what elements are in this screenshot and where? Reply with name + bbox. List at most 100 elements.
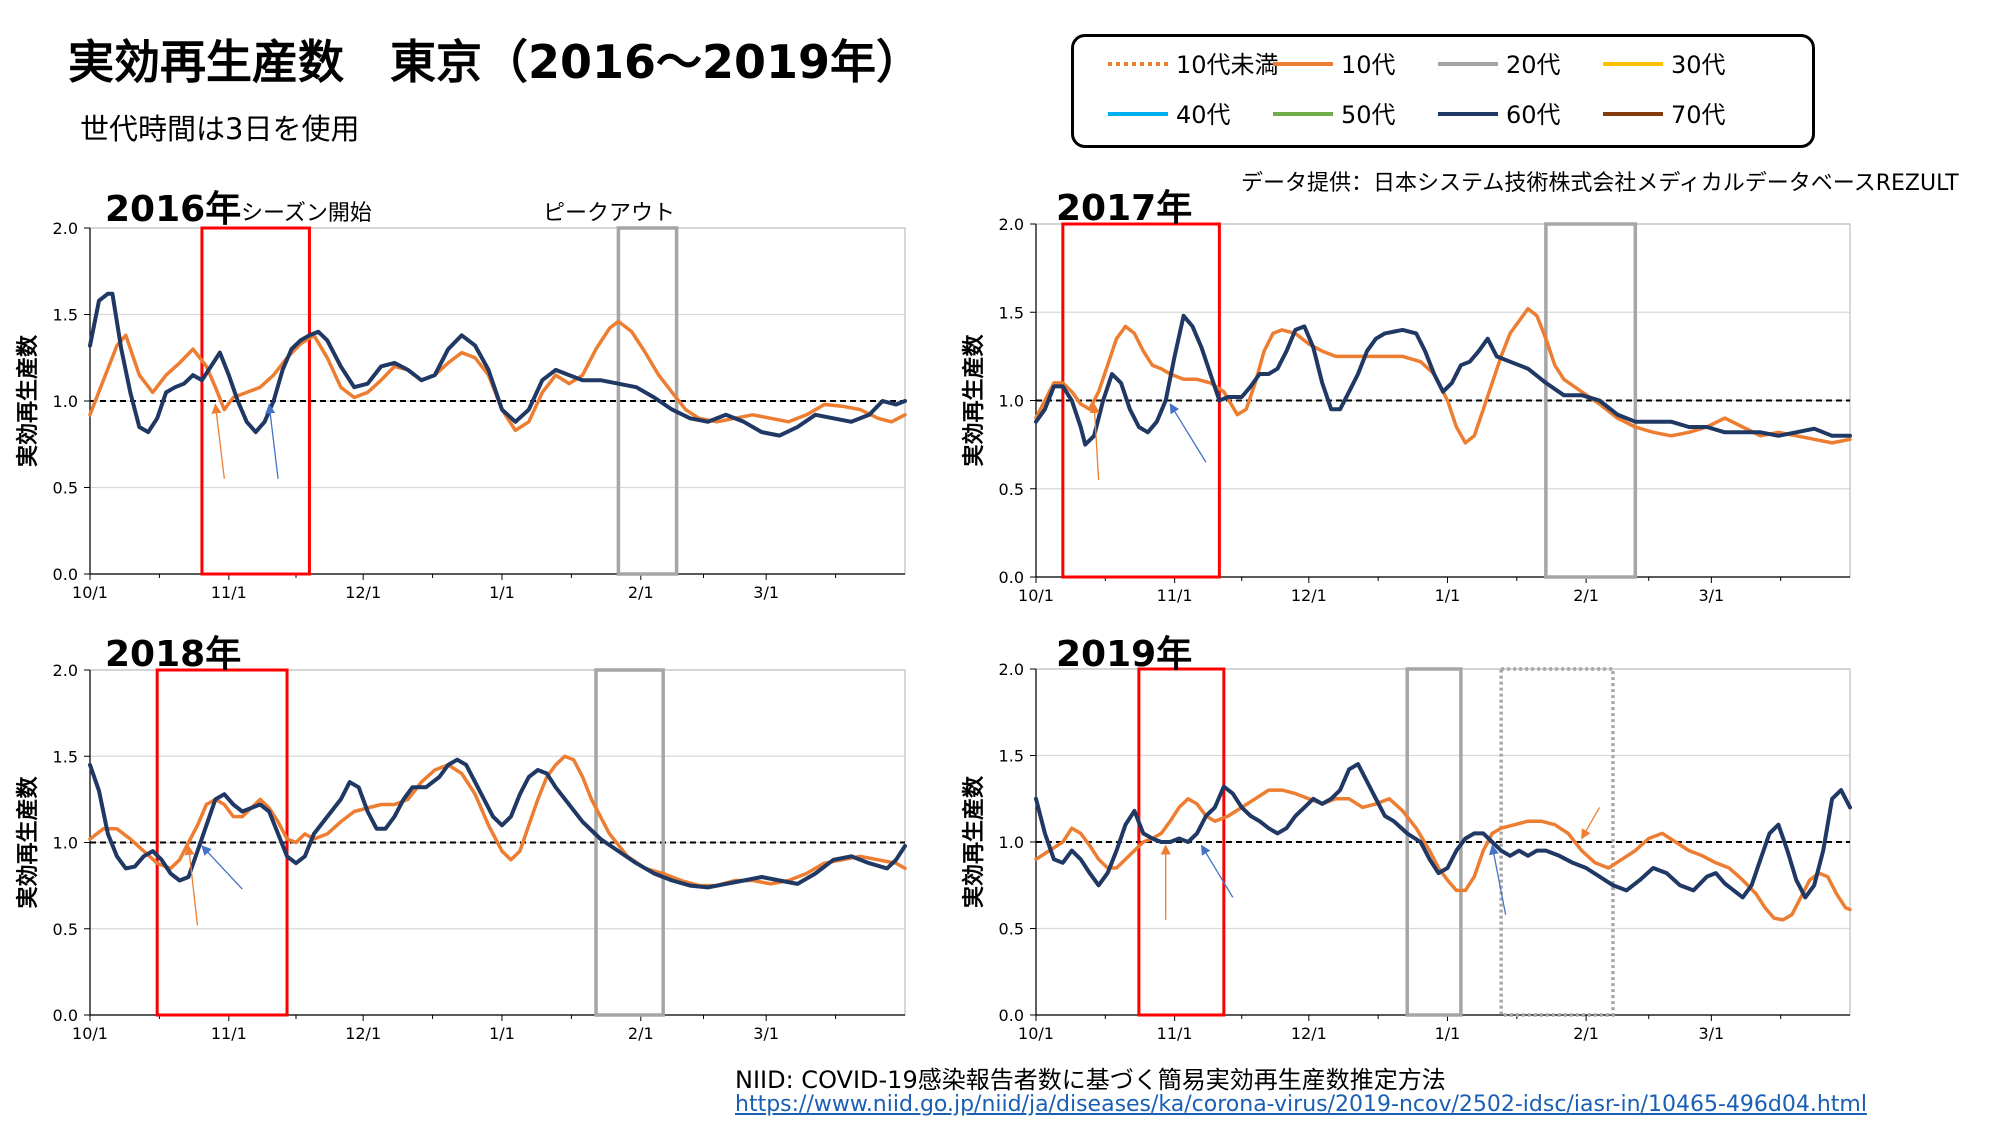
- peak-out-box: [1544, 222, 1638, 579]
- legend-item-6: 50代: [1273, 101, 1396, 129]
- arrow-blue: [201, 845, 243, 890]
- y-tick-label: 0.5: [999, 920, 1024, 939]
- peak-out-box: [616, 226, 679, 576]
- legend-label: 70代: [1671, 101, 1726, 129]
- series-line-sixties: [1034, 313, 1852, 447]
- series-line-sixties: [88, 291, 907, 438]
- x-tick-label: 10/1: [72, 1024, 108, 1043]
- legend-item-8: 70代: [1603, 101, 1726, 129]
- x-tick-label: 10/1: [1018, 586, 1054, 605]
- series-line-teens: [1034, 788, 1852, 922]
- y-tick-label: 0.5: [999, 480, 1024, 499]
- arrow-orange: [1089, 403, 1100, 480]
- y-tick-label: 1.0: [999, 833, 1024, 852]
- chart-title: 2016年: [105, 189, 241, 230]
- legend-label: 50代: [1341, 101, 1396, 129]
- y-tick-label: 2.0: [999, 215, 1024, 234]
- arrow-orange: [184, 844, 199, 926]
- legend-item-5: 40代: [1108, 101, 1231, 129]
- data-credit: データ提供：日本システム技術株式会社メディカルデータベースREZULT: [1241, 171, 1959, 196]
- legend-item-1: 10代未満: [1108, 51, 1279, 79]
- y-tick-label: 1.0: [53, 834, 78, 853]
- x-tick-label: 3/1: [1698, 1024, 1724, 1043]
- x-tick-label: 10/1: [1018, 1024, 1054, 1043]
- y-tick-label: 0.5: [53, 920, 78, 939]
- y-tick-label: 0.5: [53, 479, 78, 498]
- legend-label: 10代: [1341, 51, 1396, 79]
- x-tick-label: 2/1: [1573, 586, 1599, 605]
- legend-label: 60代: [1506, 101, 1561, 129]
- y-tick-label: 0.0: [999, 568, 1024, 587]
- chart-1: 0.0 0.5 1.0 1.5 2.0 10/1 11/1 12/1 1/1 2/1 3/1 実効再生…: [15, 189, 907, 602]
- x-tick-label: 2/1: [628, 1024, 654, 1043]
- y-tick-label: 2.0: [53, 219, 78, 238]
- season-start-box: [200, 226, 311, 576]
- y-axis-label: 実効再生産数: [961, 775, 987, 908]
- arrow-blue: [1200, 844, 1234, 898]
- legend-label: 20代: [1506, 51, 1561, 79]
- x-tick-label: 10/1: [72, 583, 108, 602]
- y-tick-label: 1.0: [53, 392, 78, 411]
- x-tick-label: 11/1: [1157, 586, 1193, 605]
- annotation-season-start: シーズン開始: [241, 201, 372, 226]
- x-tick-label: 12/1: [345, 583, 381, 602]
- legend: 10代未満 10代 20代 30代 40代 50代 60代 70代: [1071, 34, 1815, 148]
- y-tick-label: 2.0: [999, 660, 1024, 679]
- legend-item-3: 20代: [1438, 51, 1561, 79]
- source-link[interactable]: https://www.niid.go.jp/niid/ja/diseases/…: [735, 1092, 1867, 1117]
- legend-label: 10代未満: [1176, 51, 1279, 79]
- y-tick-label: 1.0: [999, 392, 1024, 411]
- legend-label: 30代: [1671, 51, 1726, 79]
- x-tick-label: 12/1: [1291, 586, 1327, 605]
- arrow-blue: [1489, 844, 1507, 915]
- y-axis-label: 実効再生産数: [961, 334, 987, 467]
- season-start-box: [1137, 667, 1226, 1017]
- x-tick-label: 1/1: [489, 583, 515, 602]
- x-tick-label: 3/1: [1698, 586, 1724, 605]
- peak-out-box: [594, 668, 665, 1017]
- y-tick-label: 1.5: [53, 306, 78, 325]
- x-tick-label: 12/1: [1291, 1024, 1327, 1043]
- legend-svg: 10代未満 10代 20代 30代 40代 50代 60代 70代: [1108, 51, 1726, 129]
- season-start-box: [155, 668, 289, 1017]
- x-tick-label: 1/1: [1435, 586, 1461, 605]
- x-tick-label: 1/1: [1435, 1024, 1461, 1043]
- x-tick-label: 3/1: [753, 1024, 779, 1043]
- x-tick-label: 2/1: [628, 583, 654, 602]
- legend-item-2: 10代: [1273, 51, 1396, 79]
- legend-label: 40代: [1176, 101, 1231, 129]
- arrow-orange: [211, 403, 225, 479]
- chart-2: 0.0 0.5 1.0 1.5 2.0 10/1 11/1 12/1 1/1 2/1 3/1 実効再生…: [961, 188, 1852, 605]
- y-tick-label: 0.0: [53, 565, 78, 584]
- chart-title: 2019年: [1056, 634, 1192, 675]
- y-axis-label: 実効再生産数: [15, 776, 41, 909]
- chart-4: 0.0 0.5 1.0 1.5 2.0 10/1 11/1 12/1 1/1 2/1 3/1 実効再生…: [961, 634, 1852, 1043]
- y-axis-label: 実効再生産数: [15, 334, 41, 467]
- legend-item-4: 30代: [1603, 51, 1726, 79]
- y-tick-label: 1.5: [999, 303, 1024, 322]
- legend-item-7: 60代: [1438, 101, 1561, 129]
- y-tick-label: 1.5: [53, 747, 78, 766]
- x-tick-label: 2/1: [1573, 1024, 1599, 1043]
- x-tick-label: 1/1: [489, 1024, 515, 1043]
- page-title: 実効再生産数 東京（2016～2019年）: [68, 35, 923, 89]
- x-tick-label: 3/1: [753, 583, 779, 602]
- x-tick-label: 12/1: [345, 1024, 381, 1043]
- series-line-teens: [88, 319, 907, 433]
- chart-title: 2018年: [105, 634, 241, 675]
- arrow-orange: [1581, 807, 1601, 840]
- series-line-sixties: [1034, 762, 1852, 900]
- annotation-peak-out: ピークアウト: [543, 201, 675, 226]
- arrow-blue: [265, 403, 279, 479]
- y-tick-label: 0.0: [53, 1006, 78, 1025]
- chart-title: 2017年: [1056, 188, 1192, 229]
- series-line-teens: [1034, 306, 1852, 445]
- y-tick-label: 2.0: [53, 661, 78, 680]
- x-tick-label: 11/1: [211, 583, 247, 602]
- x-tick-label: 11/1: [1157, 1024, 1193, 1043]
- source-label: NIID: COVID-19感染報告者数に基づく簡易実効再生産数推定方法: [735, 1066, 1446, 1094]
- subtitle: 世代時間は3日を使用: [80, 112, 360, 146]
- peak-out-box-2: [1499, 667, 1615, 1017]
- y-tick-label: 1.5: [999, 747, 1024, 766]
